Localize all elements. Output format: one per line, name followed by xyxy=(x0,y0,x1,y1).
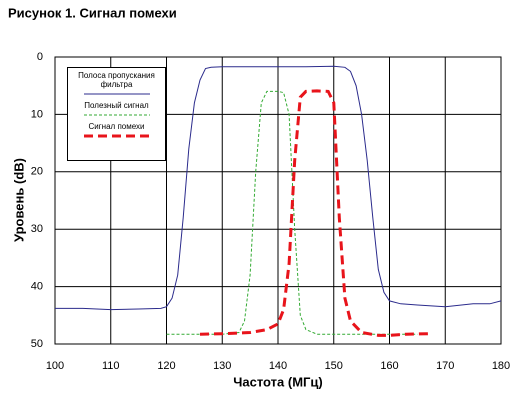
y-tick-label: 20 xyxy=(31,166,43,178)
legend-label: Полезный сигнал xyxy=(84,101,149,110)
x-tick-label: 100 xyxy=(46,360,64,372)
series-line xyxy=(166,90,418,335)
legend-label: Полоса пропускания фильтра xyxy=(78,71,155,89)
legend-swatch xyxy=(83,93,150,95)
legend-item: Полоса пропускания фильтра xyxy=(68,71,165,98)
x-tick-label: 130 xyxy=(213,360,231,372)
y-tick-label: 40 xyxy=(31,281,43,293)
legend-label: Сигнал помехи xyxy=(88,122,145,131)
x-tick-label: 170 xyxy=(436,360,454,372)
legend: Полоса пропускания фильтра Полезный сигна… xyxy=(67,67,166,161)
plot-frame xyxy=(54,56,502,345)
x-tick-label: 160 xyxy=(380,360,398,372)
legend-swatch xyxy=(83,114,150,116)
x-tick-label: 140 xyxy=(269,360,287,372)
legend-item: Сигнал помехи xyxy=(68,122,165,140)
x-axis-label: Частота (МГц) xyxy=(233,374,322,389)
chart-title: Рисунок 1. Сигнал помехи xyxy=(8,5,177,20)
series-line xyxy=(55,65,502,311)
y-tick-label: 0 xyxy=(37,51,43,63)
y-axis-label: Уровень (dB) xyxy=(11,158,26,242)
y-tick-label: 30 xyxy=(31,223,43,235)
legend-item: Полезный сигнал xyxy=(68,101,165,119)
x-tick-label: 120 xyxy=(157,360,175,372)
series-line xyxy=(199,89,429,337)
x-tick-label: 150 xyxy=(325,360,343,372)
legend-swatch xyxy=(83,134,150,138)
x-tick-label: 180 xyxy=(492,360,510,372)
x-tick-label: 110 xyxy=(102,360,120,372)
y-tick-label: 10 xyxy=(31,108,43,120)
y-tick-label: 50 xyxy=(31,338,43,350)
